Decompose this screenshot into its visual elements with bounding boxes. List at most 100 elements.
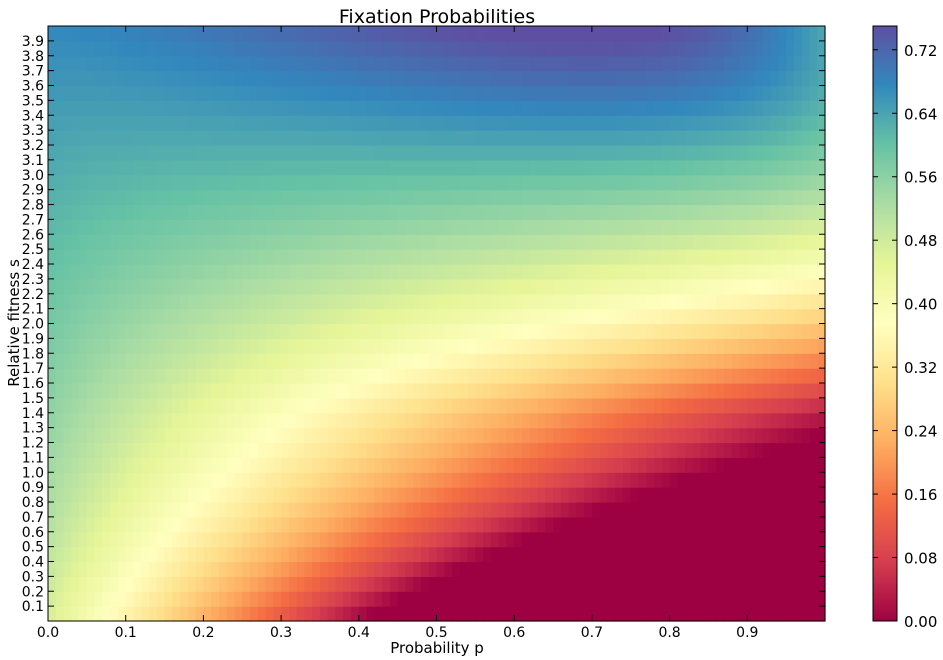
heatmap-cell <box>591 70 601 87</box>
heatmap-cell <box>187 100 197 116</box>
heatmap-cell <box>281 85 290 101</box>
heatmap-cell <box>747 487 756 503</box>
heatmap-cell <box>265 502 274 518</box>
heatmap-cell <box>545 516 554 533</box>
heatmap-cell <box>560 115 570 131</box>
heatmap-cell <box>382 26 391 42</box>
heatmap-cell <box>770 516 779 533</box>
heatmap-cell <box>529 412 539 429</box>
heatmap-cell <box>374 159 383 176</box>
heatmap-cell <box>514 427 523 444</box>
heatmap-cell <box>770 249 779 265</box>
heatmap-cell <box>242 264 251 280</box>
heatmap-cell <box>265 264 274 280</box>
heatmap-cell <box>110 278 119 295</box>
heatmap-cell <box>366 264 375 280</box>
heatmap-cell <box>475 546 484 563</box>
heatmap-cell <box>351 502 360 518</box>
heatmap-cell <box>529 264 539 280</box>
heatmap-cell <box>630 249 640 265</box>
heatmap-cell <box>358 323 368 339</box>
heatmap-cell <box>646 145 655 161</box>
heatmap-cell <box>94 412 103 429</box>
heatmap-cell <box>677 502 686 518</box>
heatmap-cell <box>94 26 103 42</box>
heatmap-cell <box>615 576 624 592</box>
heatmap-cell <box>141 576 150 592</box>
heatmap-cell <box>102 278 111 295</box>
heatmap-cell <box>420 383 430 399</box>
heatmap-cell <box>599 591 609 607</box>
heatmap-cell <box>420 338 430 354</box>
heatmap-cell <box>79 249 88 265</box>
heatmap-cell <box>382 159 391 176</box>
heatmap-cell <box>296 70 306 87</box>
heatmap-cell <box>521 234 531 250</box>
heatmap-cell <box>553 70 562 87</box>
heatmap-cell <box>793 85 803 101</box>
heatmap-cell <box>242 26 251 42</box>
heatmap-cell <box>747 516 756 533</box>
heatmap-cell <box>304 368 313 384</box>
heatmap-cell <box>250 323 259 339</box>
heatmap-cell <box>288 278 298 295</box>
heatmap-cell <box>560 412 570 429</box>
heatmap-cell <box>110 40 119 57</box>
heatmap-cell <box>793 442 803 458</box>
heatmap-cell <box>343 130 352 146</box>
heatmap-cell <box>747 219 756 235</box>
heatmap-cell <box>444 234 453 250</box>
heatmap-cell <box>475 278 484 295</box>
heatmap-cell <box>281 293 290 310</box>
heatmap-cell <box>630 55 640 72</box>
heatmap-cell <box>444 546 453 563</box>
chart-title: Fixation Probabilities <box>339 6 535 28</box>
heatmap-cell <box>584 591 593 607</box>
heatmap-cell <box>646 189 655 206</box>
heatmap-cell <box>156 457 166 473</box>
heatmap-cell <box>521 412 531 429</box>
heatmap-cell <box>436 174 445 191</box>
heatmap-cell <box>731 159 741 176</box>
heatmap-cell <box>475 159 484 176</box>
heatmap-cell <box>545 159 554 176</box>
heatmap-cell <box>537 383 546 399</box>
heatmap-cell <box>677 55 686 72</box>
heatmap-cell <box>661 353 671 369</box>
heatmap-cell <box>576 204 585 220</box>
heatmap-cell <box>312 442 321 458</box>
heatmap-cell <box>218 174 228 191</box>
heatmap-cell <box>669 293 678 310</box>
heatmap-cell <box>312 174 321 191</box>
heatmap-cell <box>630 234 640 250</box>
heatmap-cell <box>584 308 593 325</box>
heatmap-cell <box>397 145 407 161</box>
heatmap-cell <box>537 204 546 220</box>
heatmap-cell <box>809 412 818 429</box>
heatmap-cell <box>180 487 189 503</box>
heatmap-cell <box>483 234 492 250</box>
heatmap-cell <box>226 442 236 458</box>
heatmap-cell <box>452 442 461 458</box>
heatmap-cell <box>141 338 150 354</box>
heatmap-cell <box>226 591 236 607</box>
heatmap-cell <box>762 293 772 310</box>
heatmap-cell <box>630 145 640 161</box>
heatmap-cell <box>94 472 103 488</box>
heatmap-cell <box>529 100 539 116</box>
heatmap-cell <box>164 502 173 518</box>
heatmap-cell <box>242 308 251 325</box>
heatmap-cell <box>762 427 772 444</box>
heatmap-cell <box>576 442 585 458</box>
heatmap-cell <box>110 293 119 310</box>
heatmap-cell <box>661 531 671 548</box>
heatmap-cell <box>529 278 539 295</box>
heatmap-cell <box>529 576 539 592</box>
heatmap-cell <box>55 174 65 191</box>
heatmap-cell <box>553 338 562 354</box>
heatmap-cell <box>420 487 430 503</box>
heatmap-cell <box>420 516 430 533</box>
heatmap-cell <box>172 115 181 131</box>
heatmap-cell <box>646 159 655 176</box>
heatmap-cell <box>234 487 243 503</box>
